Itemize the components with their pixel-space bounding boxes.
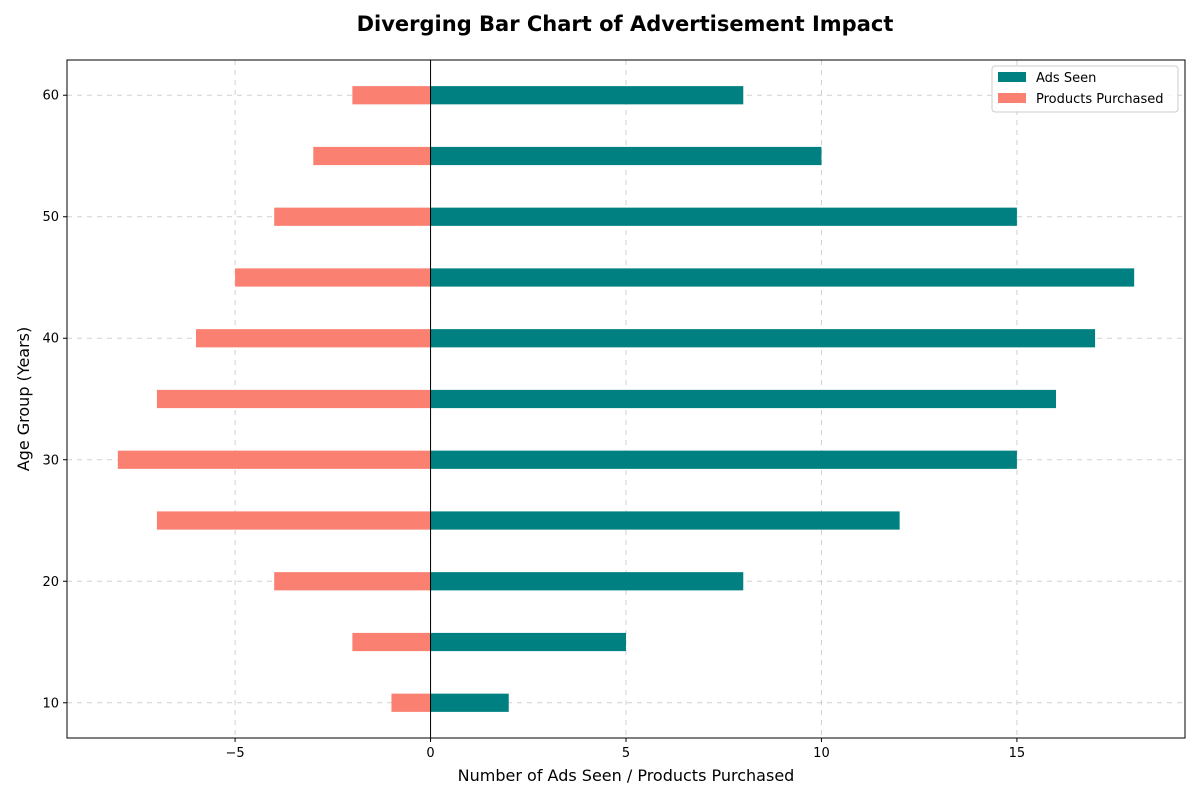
legend-swatch-products-purchased bbox=[998, 93, 1026, 103]
bar-products-purchased-age-55 bbox=[313, 146, 431, 166]
legend-box bbox=[991, 65, 1179, 113]
bar-ads-seen-age-35 bbox=[430, 389, 1057, 409]
bar-products-purchased-age-40 bbox=[196, 329, 431, 348]
bar-ads-seen-age-40 bbox=[430, 329, 1096, 348]
x-axis-label: Number of Ads Seen / Products Purchased bbox=[458, 766, 795, 785]
bar-products-purchased-age-25 bbox=[156, 511, 431, 530]
bar-products-purchased-age-15 bbox=[352, 632, 431, 652]
bar-ads-seen-age-15 bbox=[430, 632, 626, 652]
y-tick-label: 40 bbox=[42, 332, 59, 347]
x-tick-label: −5 bbox=[226, 746, 245, 761]
y-tick-label: 30 bbox=[42, 453, 59, 468]
chart-title: Diverging Bar Chart of Advertisement Imp… bbox=[357, 12, 894, 36]
bar-ads-seen-age-60 bbox=[430, 86, 744, 105]
y-axis-label: Age Group (Years) bbox=[14, 327, 33, 472]
bar-products-purchased-age-10 bbox=[391, 693, 431, 712]
y-tick-label: 60 bbox=[42, 89, 59, 104]
bar-ads-seen-age-50 bbox=[430, 207, 1017, 226]
bar-products-purchased-age-30 bbox=[117, 450, 431, 469]
legend-swatch-ads-seen bbox=[998, 72, 1026, 82]
bar-ads-seen-age-55 bbox=[430, 146, 822, 166]
y-tick-label: 50 bbox=[42, 210, 59, 225]
legend-label-products-purchased: Products Purchased bbox=[1036, 92, 1164, 107]
y-tick-label: 10 bbox=[42, 696, 59, 711]
bar-ads-seen-age-25 bbox=[430, 511, 900, 530]
x-tick-label: 10 bbox=[813, 746, 830, 761]
x-tick-label: 0 bbox=[426, 746, 434, 761]
bar-products-purchased-age-20 bbox=[274, 572, 431, 591]
bar-ads-seen-age-30 bbox=[430, 450, 1017, 469]
bar-products-purchased-age-60 bbox=[352, 86, 431, 105]
x-tick-label: 15 bbox=[1009, 746, 1026, 761]
ticks-layer: −5 0 5 10 15 10 20 30 40 50 60 bbox=[42, 89, 1025, 761]
x-tick-label: 5 bbox=[622, 746, 630, 761]
bar-products-purchased-age-50 bbox=[274, 207, 431, 226]
bars-layer bbox=[117, 86, 1135, 712]
bar-ads-seen-age-20 bbox=[430, 572, 744, 591]
y-tick-label: 20 bbox=[42, 575, 59, 590]
bar-products-purchased-age-35 bbox=[156, 389, 431, 409]
legend-label-ads-seen: Ads Seen bbox=[1036, 71, 1096, 86]
legend: Ads Seen Products Purchased bbox=[991, 65, 1179, 113]
bar-products-purchased-age-45 bbox=[235, 268, 431, 287]
bar-ads-seen-age-10 bbox=[430, 693, 509, 712]
bar-ads-seen-age-45 bbox=[430, 268, 1135, 287]
